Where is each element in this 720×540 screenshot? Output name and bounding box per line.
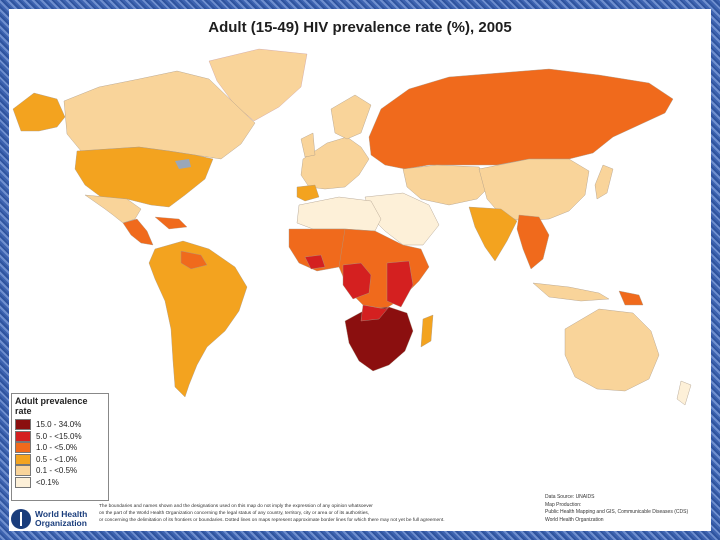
who-emblem-icon	[11, 509, 31, 529]
region-india	[468, 206, 518, 262]
region-papua-new-guinea	[618, 290, 644, 306]
legend-item: 15.0 - 34.0%	[12, 419, 108, 431]
map-panel: Adult (15-49) HIV prevalence rate (%), 2…	[9, 9, 711, 531]
world-map	[12, 48, 692, 406]
region-russia	[368, 68, 674, 170]
data-source: Data Source: UNAIDS Map Production: Publ…	[545, 494, 715, 524]
region-east-africa-high	[342, 262, 372, 300]
legend-swatch	[15, 453, 31, 465]
map-title: Adult (15-49) HIV prevalence rate (%), 2…	[208, 19, 512, 36]
legend-item: 1.0 - <5.0%	[12, 442, 108, 454]
region-great-lakes-na	[175, 159, 191, 169]
region-japan	[594, 164, 614, 200]
disclaimer-line1: The boundaries and names shown and the d…	[99, 504, 373, 509]
legend-label: <0.1%	[36, 477, 59, 487]
region-mexico	[84, 194, 142, 224]
legend-swatch	[15, 419, 31, 431]
disclaimer-text: The boundaries and names shown and the d…	[99, 503, 529, 524]
source-line3: Public Health Mapping and GIS, Communica…	[545, 509, 689, 515]
legend-item: <0.1%	[12, 476, 108, 489]
region-scandinavia	[330, 94, 372, 140]
source-line1: Data Source: UNAIDS	[545, 494, 595, 500]
region-australia	[564, 308, 660, 392]
legend-swatch	[15, 465, 31, 477]
legend-swatch	[15, 430, 31, 442]
region-southeast-asia	[516, 214, 550, 270]
region-west-africa-high	[304, 254, 326, 270]
who-logo-line1: World Health	[35, 509, 88, 519]
source-line4: World Health Organization	[545, 516, 604, 523]
region-southern-africa	[344, 306, 414, 372]
legend-item: 5.0 - <15.0%	[12, 430, 108, 443]
region-indonesia	[532, 282, 610, 302]
region-caribbean	[154, 216, 188, 230]
region-north-africa	[296, 196, 382, 232]
region-south-america	[148, 240, 248, 398]
legend-swatch	[15, 476, 31, 488]
legend-title: Adult prevalence rate	[15, 396, 88, 416]
region-south-america-north	[180, 250, 208, 270]
region-europe-west	[300, 136, 370, 190]
disclaimer-line3: or concerning the delimitation of its fr…	[99, 518, 445, 523]
legend-swatch	[15, 442, 31, 454]
region-central-america	[122, 218, 154, 246]
who-logo-line2: Organization	[35, 518, 87, 528]
region-alaska	[12, 92, 66, 132]
region-iberia	[296, 184, 320, 202]
who-logo: World Health Organization	[11, 507, 103, 531]
legend-item: 0.1 - <0.5%	[12, 465, 108, 477]
disclaimer-line2: on the part of the World Health Organiza…	[99, 511, 370, 516]
legend-label: 5.0 - <15.0%	[36, 431, 82, 441]
region-great-lakes	[386, 260, 414, 308]
region-madagascar	[420, 314, 434, 348]
region-uk	[300, 132, 316, 158]
legend-label: 0.1 - <0.5%	[36, 466, 78, 476]
who-logo-text: World Health Organization	[35, 510, 87, 528]
legend-label: 1.0 - <5.0%	[36, 443, 78, 453]
legend-label: 0.5 - <1.0%	[36, 454, 78, 464]
region-central-asia	[402, 164, 492, 206]
source-line2: Map Production:	[545, 501, 582, 508]
map-legend: Adult prevalence rate 15.0 - 34.0% 5.0 -…	[11, 393, 109, 501]
region-southern-africa-mid	[360, 304, 390, 322]
region-new-zealand	[676, 380, 692, 406]
legend-item: 0.5 - <1.0%	[12, 453, 108, 466]
legend-label: 15.0 - 34.0%	[36, 420, 82, 430]
